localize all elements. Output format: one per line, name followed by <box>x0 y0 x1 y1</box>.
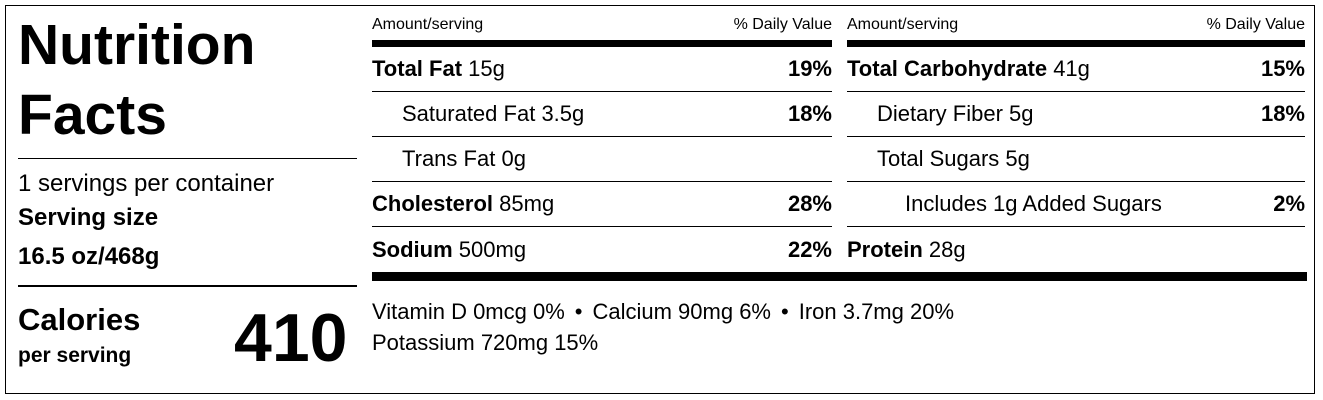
nutrient-name: Saturated Fat <box>402 101 536 126</box>
daily-value: 15% <box>1260 56 1305 81</box>
dv-header: % Daily Value <box>733 16 832 33</box>
nutrient-name: Total Carbohydrate <box>847 56 1048 81</box>
nutrient-name: Cholesterol <box>372 191 494 216</box>
nutrient-row: Saturated Fat 3.5g 18% <box>372 92 832 137</box>
nutrient-amount: 28g <box>928 236 966 262</box>
nutrient-amount: 500mg <box>458 236 527 262</box>
thick-divider <box>372 40 832 47</box>
separator: • <box>781 299 789 324</box>
label-title: Nutrition Facts <box>18 13 256 147</box>
daily-value: 2% <box>1273 191 1305 216</box>
nutrient-amount: 15g <box>468 56 505 81</box>
nutrient-column: Amount/serving % Daily Value Total Fat 1… <box>372 10 832 272</box>
nutrient-amount: 3.5g <box>541 101 585 126</box>
nutrient-row: Cholesterol 85mg 28% <box>372 182 832 227</box>
nutrient-row: Protein 28g <box>847 227 1305 272</box>
daily-value: 18% <box>1260 101 1305 126</box>
nutrient-row: Total Sugars 5g <box>847 137 1305 182</box>
micronutrient-line: Potassium 720mg 15% <box>372 327 954 358</box>
separator: • <box>574 299 583 324</box>
micronutrient: Calcium 90mg 6% <box>592 299 771 324</box>
amount-header: Amount/serving <box>372 16 484 33</box>
micronutrient: Vitamin D 0mcg 0% <box>372 299 565 324</box>
daily-value: 22% <box>787 236 832 262</box>
servings: 1 servings per container <box>18 170 275 197</box>
calories-value: 410 <box>234 300 348 376</box>
thick-divider <box>372 272 1307 281</box>
calories-basis: per serving <box>18 344 132 367</box>
nutrient-column: Amount/serving % Daily Value Total Carbo… <box>847 10 1305 272</box>
micronutrient: Iron 3.7mg 20% <box>798 299 955 324</box>
label-frame <box>5 5 1315 394</box>
micronutrients: Vitamin D 0mcg 0% • Calcium 90mg 6% • Iron 3… <box>372 296 954 358</box>
nutrient-amount: 5g <box>1005 146 1030 171</box>
nutrient-row: Total Carbohydrate 41g 15% <box>847 47 1305 92</box>
daily-value: 18% <box>787 101 832 126</box>
nutrient-row: Total Fat 15g 19% <box>372 47 832 92</box>
daily-value: 19% <box>787 56 832 81</box>
dv-header: % Daily Value <box>1206 16 1305 33</box>
micronutrient-line: Vitamin D 0mcg 0% • Calcium 90mg 6% • Iron 3… <box>372 296 954 327</box>
nutrient-amount: 0g <box>501 146 526 171</box>
nutrient-amount: 41g <box>1053 56 1090 81</box>
nutrient-name: Protein <box>847 236 923 262</box>
calories-label: Calories <box>18 302 141 337</box>
nutrient-name: Total Sugars <box>877 146 1000 171</box>
nutrient-name: Includes 1g Added Sugars <box>905 191 1162 216</box>
divider <box>18 158 357 159</box>
nutrient-row: Includes 1g Added Sugars 2% <box>847 182 1305 227</box>
serving-size: 16.5 oz/468g <box>18 243 160 270</box>
nutrient-amount: 85mg <box>499 191 555 216</box>
thick-divider <box>847 40 1305 47</box>
column-header: Amount/serving % Daily Value <box>847 10 1305 40</box>
nutrient-name: Trans Fat <box>402 146 496 171</box>
micronutrient: Potassium 720mg 15% <box>372 330 599 355</box>
amount-header: Amount/serving <box>847 16 959 33</box>
column-header: Amount/serving % Daily Value <box>372 10 832 40</box>
serving-size-label: Serving size <box>18 204 159 231</box>
nutrient-row: Trans Fat 0g <box>372 137 832 182</box>
daily-value: 28% <box>787 191 832 216</box>
nutrient-amount: 5g <box>1009 101 1034 126</box>
divider <box>18 285 357 287</box>
nutrient-row: Sodium 500mg 22% <box>372 227 832 272</box>
nutrient-name: Sodium <box>372 236 453 262</box>
nutrient-row: Dietary Fiber 5g 18% <box>847 92 1305 137</box>
nutrient-name: Total Fat <box>372 56 463 81</box>
nutrient-name: Dietary Fiber <box>877 101 1003 126</box>
